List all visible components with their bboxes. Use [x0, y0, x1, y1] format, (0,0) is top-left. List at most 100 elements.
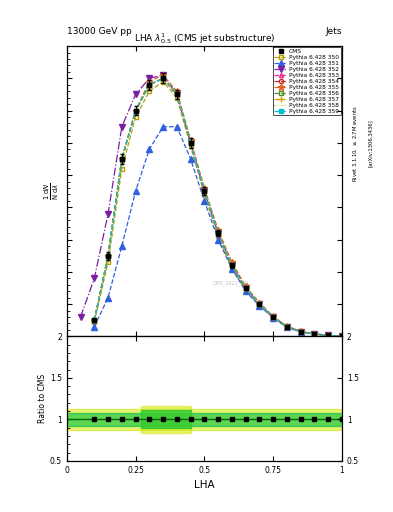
- Pythia 6.428 358: [216, 230, 220, 236]
- Pythia 6.428 355: [161, 72, 165, 78]
- Pythia 6.428 358: [161, 75, 165, 81]
- Pythia 6.428 358: [202, 188, 207, 194]
- Pythia 6.428 353: [257, 301, 262, 307]
- Pythia 6.428 359: [161, 75, 165, 81]
- Pythia 6.428 350: [174, 95, 179, 101]
- Pythia 6.428 353: [243, 285, 248, 291]
- Pythia 6.428 357: [92, 317, 97, 324]
- Pythia 6.428 359: [312, 331, 317, 337]
- Pythia 6.428 357: [106, 252, 110, 259]
- Pythia 6.428 353: [216, 230, 220, 236]
- Pythia 6.428 352: [174, 91, 179, 97]
- Pythia 6.428 353: [326, 332, 331, 338]
- Pythia 6.428 357: [147, 82, 152, 88]
- Pythia 6.428 359: [133, 108, 138, 114]
- Pythia 6.428 352: [326, 332, 331, 338]
- Pythia 6.428 357: [188, 140, 193, 146]
- Pythia 6.428 355: [285, 323, 289, 329]
- Pythia 6.428 354: [230, 262, 234, 268]
- Line: Pythia 6.428 356: Pythia 6.428 356: [92, 76, 344, 338]
- Pythia 6.428 359: [230, 262, 234, 268]
- Pythia 6.428 355: [119, 156, 124, 162]
- Pythia 6.428 350: [271, 314, 275, 321]
- Pythia 6.428 359: [202, 188, 207, 194]
- Pythia 6.428 353: [92, 317, 97, 324]
- Pythia 6.428 355: [230, 259, 234, 265]
- Pythia 6.428 356: [298, 329, 303, 335]
- Pythia 6.428 351: [174, 124, 179, 130]
- Pythia 6.428 357: [133, 108, 138, 114]
- Bar: [141, 410, 191, 429]
- Pythia 6.428 357: [298, 329, 303, 335]
- Pythia 6.428 358: [147, 82, 152, 88]
- Pythia 6.428 350: [340, 333, 344, 339]
- Pythia 6.428 354: [147, 82, 152, 88]
- Pythia 6.428 350: [161, 78, 165, 84]
- Pythia 6.428 356: [106, 252, 110, 259]
- Pythia 6.428 354: [257, 301, 262, 307]
- Pythia 6.428 359: [257, 301, 262, 307]
- Pythia 6.428 351: [92, 324, 97, 330]
- Pythia 6.428 356: [119, 156, 124, 162]
- Pythia 6.428 353: [271, 314, 275, 320]
- Pythia 6.428 354: [340, 333, 344, 339]
- Pythia 6.428 354: [298, 329, 303, 335]
- Pythia 6.428 351: [257, 303, 262, 309]
- Pythia 6.428 351: [271, 314, 275, 321]
- Pythia 6.428 351: [326, 332, 331, 338]
- Pythia 6.428 359: [326, 332, 331, 338]
- Pythia 6.428 355: [243, 283, 248, 289]
- Pythia 6.428 356: [133, 108, 138, 114]
- Pythia 6.428 358: [285, 324, 289, 330]
- Pythia 6.428 358: [312, 331, 317, 337]
- Pythia 6.428 350: [216, 233, 220, 240]
- Pythia 6.428 351: [312, 331, 317, 337]
- Pythia 6.428 351: [285, 324, 289, 330]
- Pythia 6.428 357: [257, 301, 262, 307]
- Pythia 6.428 356: [230, 262, 234, 268]
- Pythia 6.428 351: [106, 294, 110, 301]
- Pythia 6.428 350: [312, 331, 317, 337]
- Pythia 6.428 359: [243, 285, 248, 291]
- Line: Pythia 6.428 352: Pythia 6.428 352: [78, 72, 345, 339]
- X-axis label: LHA: LHA: [194, 480, 215, 490]
- Pythia 6.428 355: [312, 331, 317, 337]
- Pythia 6.428 354: [312, 331, 317, 337]
- Legend: CMS, Pythia 6.428 350, Pythia 6.428 351, Pythia 6.428 352, Pythia 6.428 353, Pyt: CMS, Pythia 6.428 350, Pythia 6.428 351,…: [273, 47, 341, 115]
- Pythia 6.428 355: [174, 88, 179, 94]
- Pythia 6.428 357: [312, 331, 317, 337]
- Pythia 6.428 354: [92, 317, 97, 324]
- Y-axis label: Ratio to CMS: Ratio to CMS: [38, 374, 47, 423]
- Pythia 6.428 350: [92, 319, 97, 325]
- Pythia 6.428 350: [298, 329, 303, 335]
- Pythia 6.428 357: [243, 285, 248, 291]
- Pythia 6.428 356: [326, 332, 331, 338]
- Pythia 6.428 351: [119, 243, 124, 249]
- Pythia 6.428 356: [147, 82, 152, 88]
- Pythia 6.428 359: [106, 252, 110, 259]
- Line: Pythia 6.428 359: Pythia 6.428 359: [92, 76, 344, 338]
- Pythia 6.428 352: [298, 329, 303, 335]
- Pythia 6.428 358: [133, 108, 138, 114]
- Pythia 6.428 353: [298, 329, 303, 335]
- Pythia 6.428 355: [298, 328, 303, 334]
- Line: Pythia 6.428 355: Pythia 6.428 355: [91, 72, 345, 339]
- Bar: [141, 406, 191, 433]
- Pythia 6.428 358: [174, 91, 179, 97]
- Line: Pythia 6.428 351: Pythia 6.428 351: [92, 124, 345, 339]
- Pythia 6.428 357: [271, 314, 275, 320]
- Text: Rivet 3.1.10, $\geq$ 2.7M events: Rivet 3.1.10, $\geq$ 2.7M events: [352, 105, 359, 182]
- Pythia 6.428 353: [147, 82, 152, 88]
- Pythia 6.428 351: [161, 124, 165, 130]
- Pythia 6.428 356: [174, 91, 179, 97]
- Pythia 6.428 350: [230, 266, 234, 272]
- Pythia 6.428 359: [340, 333, 344, 339]
- Line: Pythia 6.428 358: Pythia 6.428 358: [94, 78, 342, 336]
- Pythia 6.428 350: [106, 259, 110, 265]
- Pythia 6.428 359: [271, 314, 275, 320]
- Pythia 6.428 352: [92, 275, 97, 282]
- Text: [arXiv:1306.3436]: [arXiv:1306.3436]: [367, 119, 373, 167]
- Pythia 6.428 352: [312, 331, 317, 337]
- Pythia 6.428 357: [230, 262, 234, 268]
- Pythia 6.428 358: [243, 285, 248, 291]
